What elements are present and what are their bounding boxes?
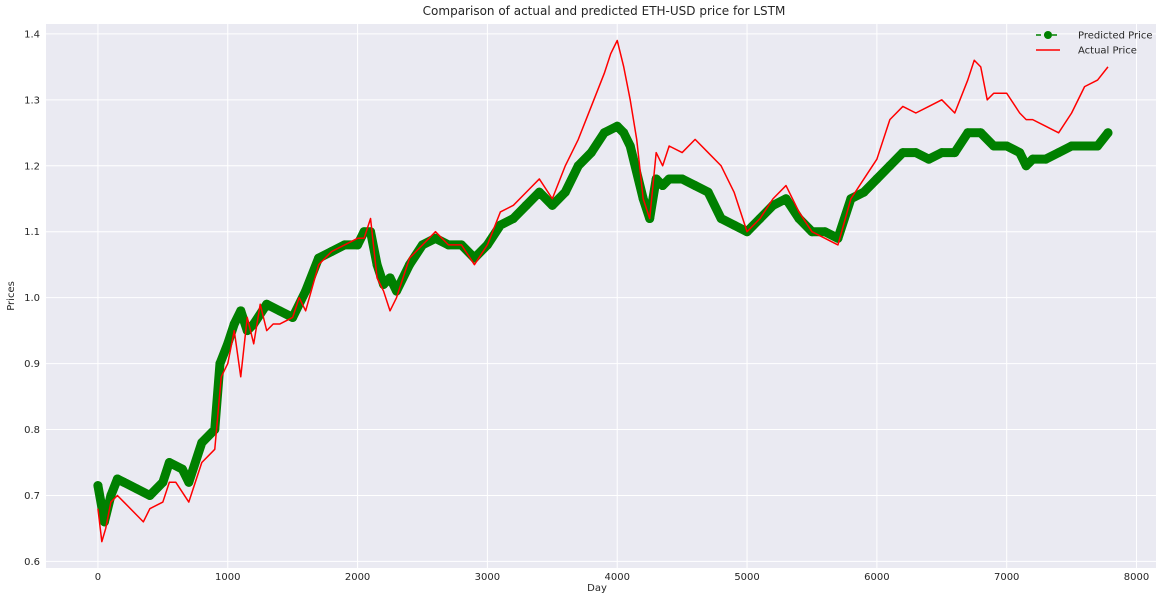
- predicted-price-point: [859, 187, 869, 197]
- predicted-price-point: [430, 233, 440, 243]
- y-tick-label: 1.0: [24, 293, 40, 304]
- x-tick-label: 4000: [605, 572, 630, 583]
- predicted-price-point: [950, 148, 960, 158]
- predicted-price-point: [372, 260, 382, 270]
- predicted-price-point: [119, 477, 129, 487]
- predicted-price-point: [215, 359, 225, 369]
- predicted-price-point: [911, 148, 921, 158]
- x-tick-label: 3000: [475, 572, 500, 583]
- x-axis-label: Day: [587, 583, 607, 594]
- predicted-price-point: [898, 148, 908, 158]
- predicted-price-point: [1103, 128, 1113, 138]
- predicted-price-point: [924, 154, 934, 164]
- predicted-price-point: [184, 477, 194, 487]
- predicted-price-point: [1015, 148, 1025, 158]
- predicted-price-point: [1002, 141, 1012, 151]
- y-tick-label: 0.9: [24, 359, 40, 370]
- predicted-price-point: [1067, 141, 1077, 151]
- predicted-price-point: [534, 187, 544, 197]
- legend-predicted-marker: [1044, 31, 1052, 39]
- predicted-price-point: [93, 481, 103, 491]
- series-layer: [93, 39, 1113, 543]
- legend-actual-label: Actual Price: [1078, 46, 1137, 57]
- legend-predicted-label: Predicted Price: [1078, 31, 1153, 42]
- predicted-price-point: [275, 306, 285, 316]
- predicted-price-point: [301, 286, 311, 296]
- y-tick-label: 0.8: [24, 425, 40, 436]
- legend: Predicted Price Actual Price: [1036, 31, 1153, 57]
- x-tick-label: 1000: [215, 572, 240, 583]
- predicted-price-point: [677, 174, 687, 184]
- predicted-price-point: [664, 174, 674, 184]
- y-tick-label: 1.2: [24, 161, 40, 172]
- predicted-price-point: [197, 438, 207, 448]
- predicted-price-point: [1054, 148, 1064, 158]
- predicted-price-point: [658, 181, 668, 191]
- predicted-price-point: [236, 306, 246, 316]
- predicted-price-point: [820, 227, 830, 237]
- y-tick-label: 0.7: [24, 491, 40, 502]
- x-tick-label: 7000: [994, 572, 1019, 583]
- predicted-price-point: [177, 464, 187, 474]
- predicted-price-point: [976, 128, 986, 138]
- x-tick-label: 0: [95, 572, 101, 583]
- actual-price-line: [97, 39, 1109, 543]
- predicted-price-point: [1041, 154, 1051, 164]
- y-tick-label: 1.1: [24, 227, 40, 238]
- x-tick-label: 5000: [734, 572, 759, 583]
- predicted-price-point: [729, 220, 739, 230]
- predicted-price-point: [885, 161, 895, 171]
- predicted-price-point: [560, 187, 570, 197]
- predicted-price-point: [573, 161, 583, 171]
- predicted-price-point: [1021, 161, 1031, 171]
- predicted-price-point: [612, 121, 622, 131]
- predicted-price-point: [599, 128, 609, 138]
- predicted-price-point: [223, 339, 233, 349]
- predicted-price-point: [1080, 141, 1090, 151]
- x-tick-label: 6000: [864, 572, 889, 583]
- predicted-price-point: [1093, 141, 1103, 151]
- predicted-price-point: [619, 128, 629, 138]
- chart-title: Comparison of actual and predicted ETH-U…: [423, 4, 786, 18]
- predicted-price-point: [625, 141, 635, 151]
- y-tick-label: 0.6: [24, 557, 40, 568]
- y-tick-label: 1.4: [24, 29, 40, 40]
- predicted-price-point: [158, 477, 168, 487]
- predicted-price-point: [495, 220, 505, 230]
- predicted-price-point: [262, 299, 272, 309]
- plot-area: [46, 24, 1156, 568]
- predicted-price-point: [145, 490, 155, 500]
- predicted-price-point: [106, 490, 116, 500]
- grid: [46, 24, 1156, 568]
- predicted-price-point: [508, 214, 518, 224]
- predicted-price-point: [385, 273, 395, 283]
- predicted-price-point: [937, 148, 947, 158]
- predicted-price-point: [1028, 154, 1038, 164]
- y-tick-label: 1.3: [24, 95, 40, 106]
- y-ticks: 0.6 0.7 0.8 0.9 1.0 1.1 1.2 1.3 1.4: [24, 29, 40, 568]
- x-ticks: 0 1000 2000 3000 4000 5000 6000 7000 8000: [95, 572, 1150, 583]
- predicted-price-point: [963, 128, 973, 138]
- predicted-price-point: [716, 214, 726, 224]
- predicted-price-point: [586, 148, 596, 158]
- predicted-price-point: [314, 253, 324, 263]
- predicted-price-point: [690, 181, 700, 191]
- predicted-price-point: [353, 240, 363, 250]
- predicted-price-point: [989, 141, 999, 151]
- predicted-price-point: [132, 484, 142, 494]
- predicted-price-point: [781, 194, 791, 204]
- predicted-price-point: [872, 174, 882, 184]
- predicted-price-point: [547, 200, 557, 210]
- predicted-price-point: [164, 457, 174, 467]
- predicted-price-point: [703, 187, 713, 197]
- predicted-price-point: [229, 319, 239, 329]
- predicted-price-point: [521, 200, 531, 210]
- predicted-price-point: [210, 425, 220, 435]
- x-tick-label: 2000: [345, 572, 370, 583]
- x-tick-label: 8000: [1124, 572, 1149, 583]
- y-axis-label: Prices: [6, 281, 17, 311]
